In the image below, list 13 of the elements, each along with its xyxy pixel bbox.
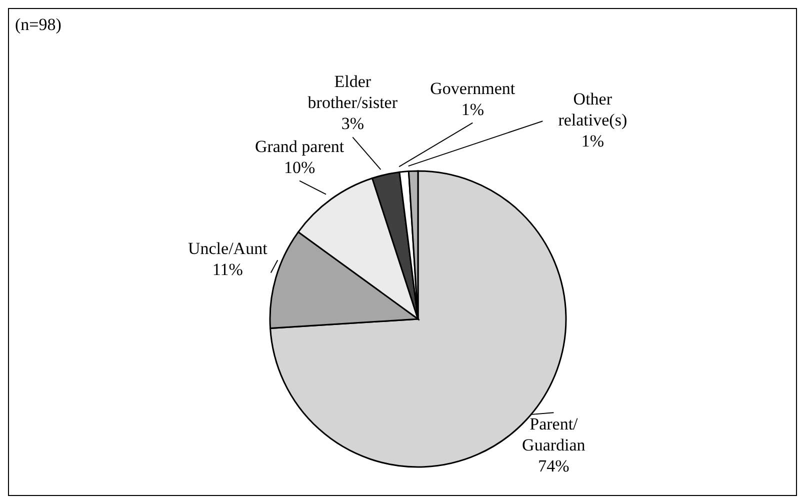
slice-label: Parent/ Guardian — [522, 414, 586, 455]
data-label: 74% — [538, 456, 570, 476]
slice-label: Elder brother/sister — [308, 72, 398, 112]
slice-label: Other relative(s) — [558, 90, 628, 130]
data-label: 10% — [284, 158, 316, 177]
data-label: 1% — [461, 100, 484, 119]
text: (n=98) — [15, 15, 62, 35]
data-label: 1% — [581, 132, 604, 151]
slice-label: Government — [430, 78, 516, 98]
slice-label: Uncle/Aunt — [188, 239, 268, 258]
data-label: 11% — [212, 260, 243, 280]
data-label: 3% — [341, 114, 364, 134]
slice-label: Grand parent — [254, 136, 344, 156]
